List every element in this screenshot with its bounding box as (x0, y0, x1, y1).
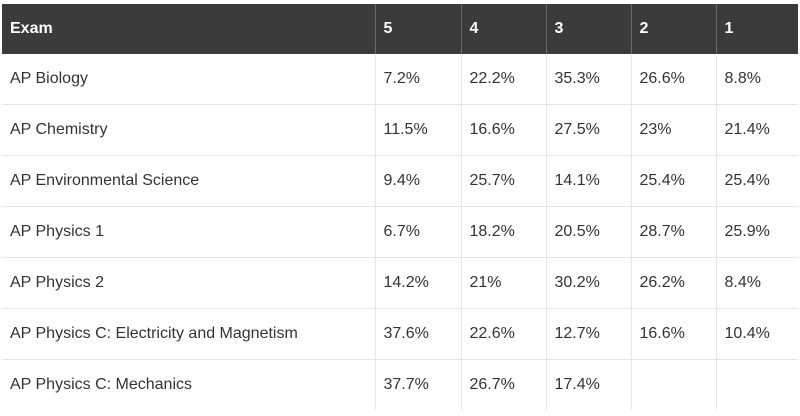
table-row: AP Physics 1 6.7% 18.2% 20.5% 28.7% 25.9… (2, 206, 798, 258)
score-4-cell: 22.2% (460, 54, 546, 105)
column-header-score-1: 1 (715, 4, 798, 54)
column-header-score-5: 5 (374, 4, 461, 54)
score-3-cell: 12.7% (545, 308, 631, 360)
score-5-cell: 37.7% (374, 359, 461, 410)
exam-name-cell: AP Physics 2 (2, 257, 375, 309)
table-row: AP Physics C: Mechanics 37.7% 26.7% 17.4… (2, 359, 798, 410)
score-4-cell: 18.2% (460, 206, 546, 258)
score-5-cell: 6.7% (374, 206, 461, 258)
score-3-cell: 14.1% (545, 155, 631, 207)
score-1-cell: 25.4% (715, 155, 798, 207)
score-2-cell: 28.7% (630, 206, 716, 258)
score-5-cell: 11.5% (374, 104, 461, 156)
score-1-cell (715, 359, 798, 410)
score-5-cell: 9.4% (374, 155, 461, 207)
exam-name-cell: AP Physics C: Electricity and Magnetism (2, 308, 375, 360)
score-4-cell: 21% (460, 257, 546, 309)
header-row: Exam 5 4 3 2 1 (2, 4, 798, 54)
ap-score-distribution-table: Exam 5 4 3 2 1 AP Biology 7.2% 22.2% 35.… (2, 4, 798, 410)
score-1-cell: 8.4% (715, 257, 798, 309)
table-row: AP Environmental Science 9.4% 25.7% 14.1… (2, 155, 798, 207)
table-row: AP Chemistry 11.5% 16.6% 27.5% 23% 21.4% (2, 104, 798, 156)
exam-name-cell: AP Biology (10, 70, 88, 87)
score-4-cell: 22.6% (460, 308, 546, 360)
score-5-cell: 37.6% (374, 308, 461, 360)
table-row: AP Physics 2 14.2% 21% 30.2% 26.2% 8.4% (2, 257, 798, 309)
score-2-cell: 26.6% (630, 54, 716, 105)
table-header: Exam 5 4 3 2 1 (2, 4, 798, 54)
table-row: AP Physics C: Electricity and Magnetism … (2, 308, 798, 360)
table-body: AP Biology 7.2% 22.2% 35.3% 26.6% 8.8% A… (2, 54, 798, 410)
score-2-cell: 16.6% (630, 308, 716, 360)
exam-name-cell: AP Chemistry (2, 104, 375, 156)
score-2-cell (630, 359, 716, 410)
score-1-cell: 21.4% (715, 104, 798, 156)
score-3-cell: 27.5% (545, 104, 631, 156)
score-3-cell: 17.4% (545, 359, 631, 410)
table-row: AP Biology 7.2% 22.2% 35.3% 26.6% 8.8% (2, 54, 798, 105)
exam-name-cell: AP Environmental Science (2, 155, 375, 207)
score-2-cell: 23% (630, 104, 716, 156)
score-4-cell: 25.7% (460, 155, 546, 207)
score-2-cell: 26.2% (630, 257, 716, 309)
column-header-score-3: 3 (545, 4, 631, 54)
score-3-cell: 30.2% (545, 257, 631, 309)
score-3-cell: 20.5% (545, 206, 631, 258)
score-1-cell: 8.8% (715, 54, 798, 105)
score-1-cell: 25.9% (715, 206, 798, 258)
score-1-cell: 10.4% (715, 308, 798, 360)
column-header-score-4: 4 (460, 4, 546, 54)
exam-name-cell: AP Physics 1 (2, 206, 375, 258)
score-2-cell: 25.4% (630, 155, 716, 207)
column-header-exam: Exam (2, 4, 375, 54)
score-5-cell: 14.2% (374, 257, 461, 309)
score-4-cell: 26.7% (460, 359, 546, 410)
score-4-cell: 16.6% (460, 104, 546, 156)
score-5-cell: 7.2% (374, 54, 461, 105)
column-header-score-2: 2 (630, 4, 716, 54)
score-3-cell: 35.3% (545, 54, 631, 105)
exam-name-cell: AP Physics C: Mechanics (2, 359, 375, 410)
